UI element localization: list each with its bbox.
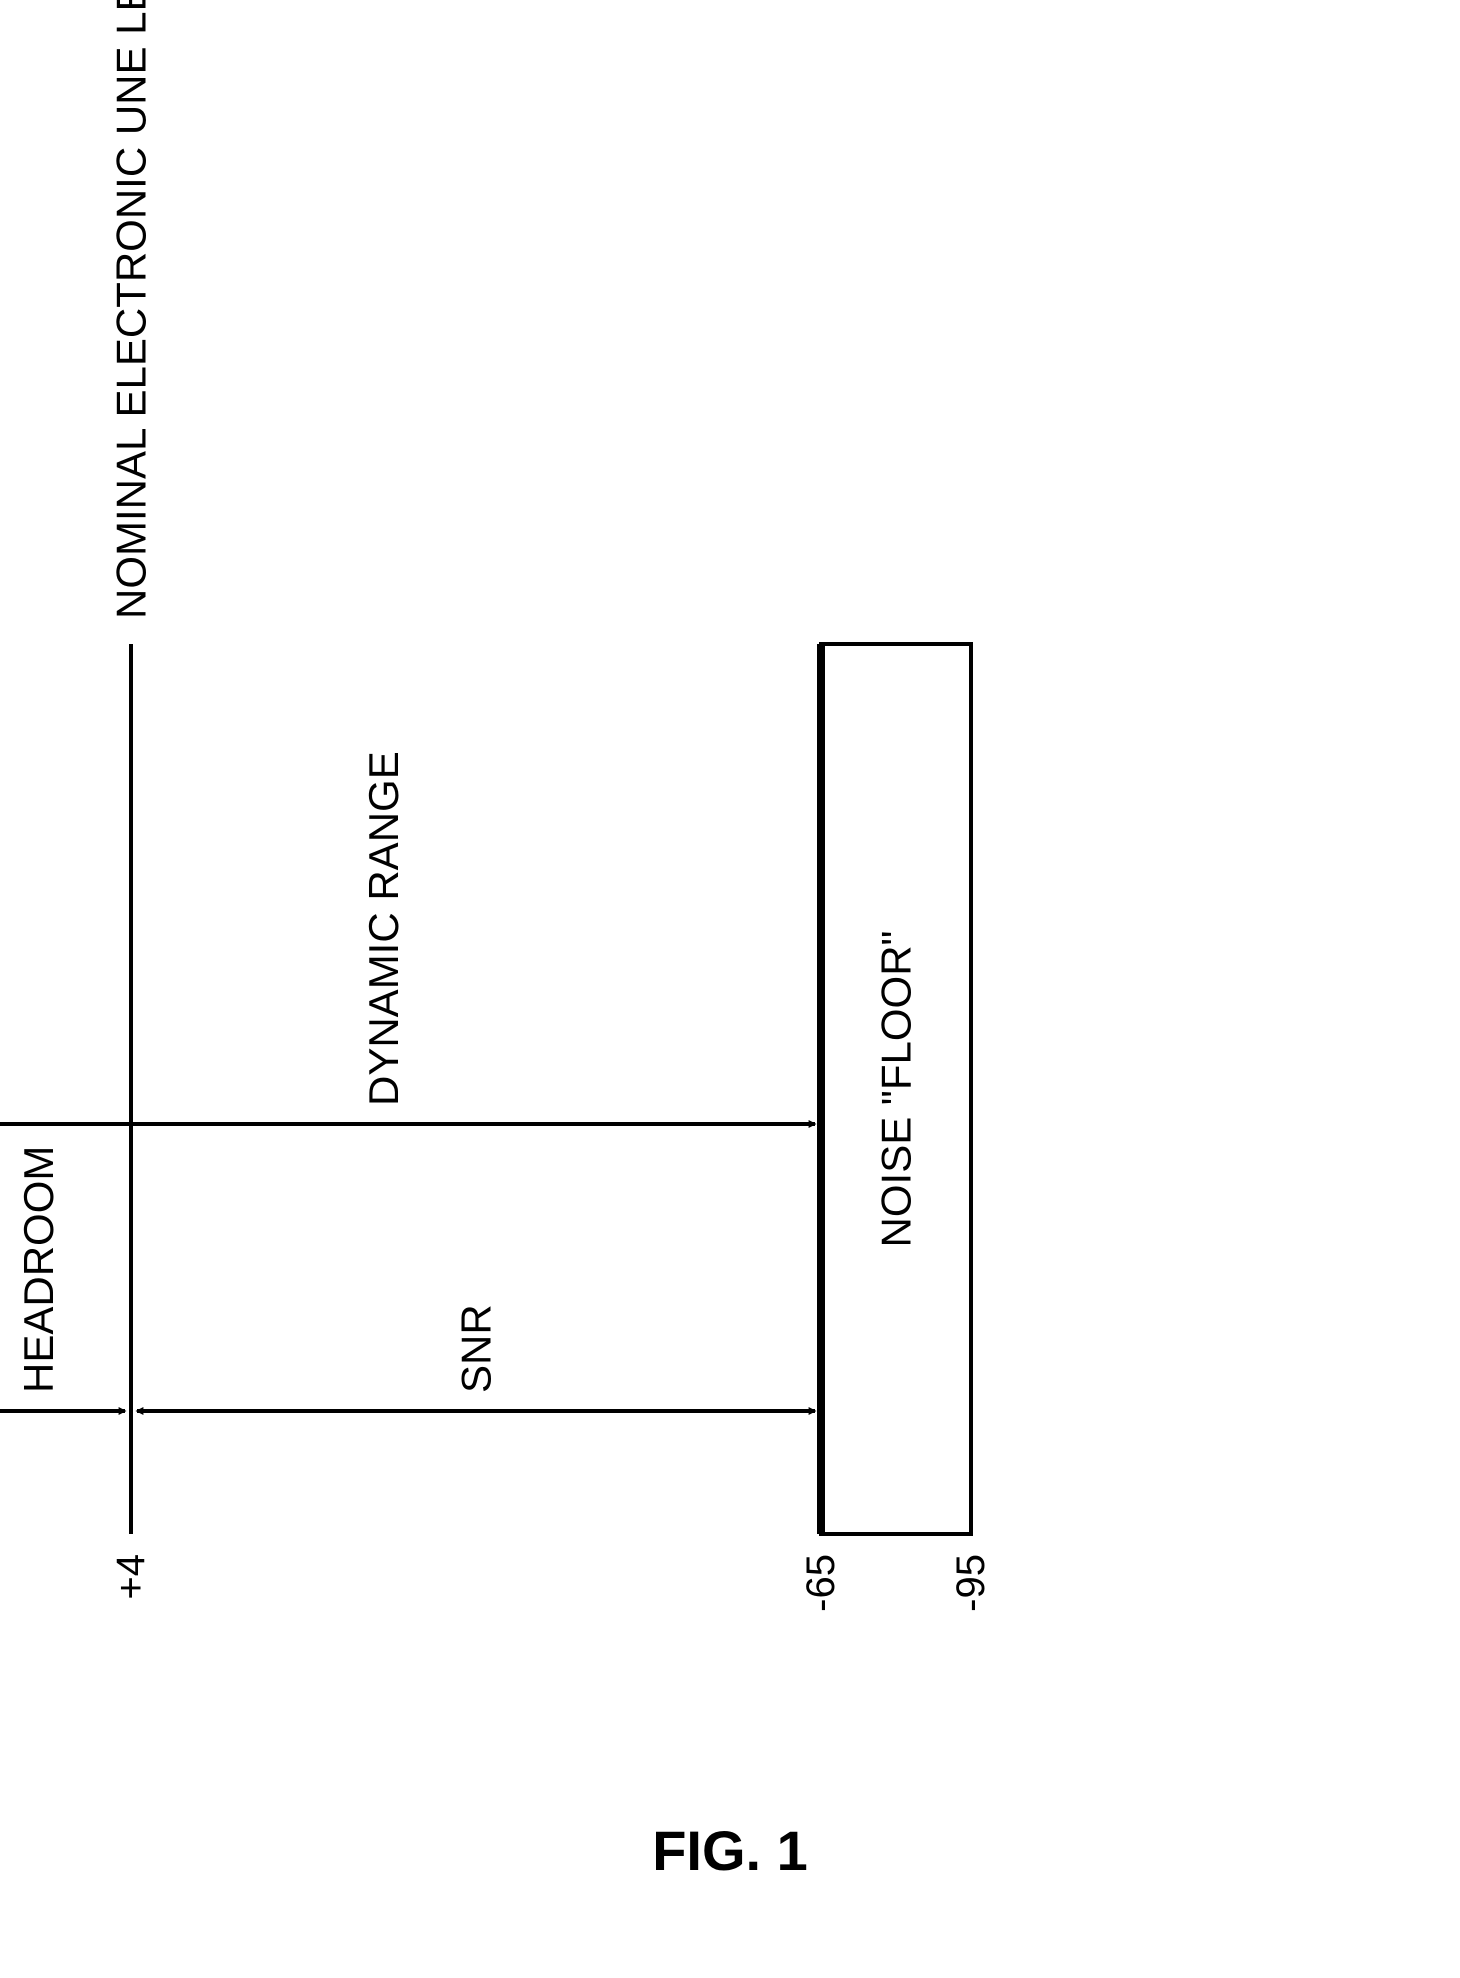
axis-tick-label: -95: [949, 1554, 993, 1612]
nominal-level-label: NOMINAL ELECTRONIC UNE LEVEL: [108, 0, 155, 619]
noise-floor-label: NOISE "FLOOR": [873, 931, 920, 1248]
axis-tick-label: +4: [109, 1554, 153, 1600]
snr-label: SNR: [453, 1304, 500, 1393]
headroom-label: HEADROOM: [15, 1146, 62, 1393]
dynamic-range-label: DYNAMIC RANGE: [360, 751, 407, 1106]
figure-label: FIG. 1: [652, 1819, 808, 1882]
axis-tick-label: -65: [799, 1554, 843, 1612]
